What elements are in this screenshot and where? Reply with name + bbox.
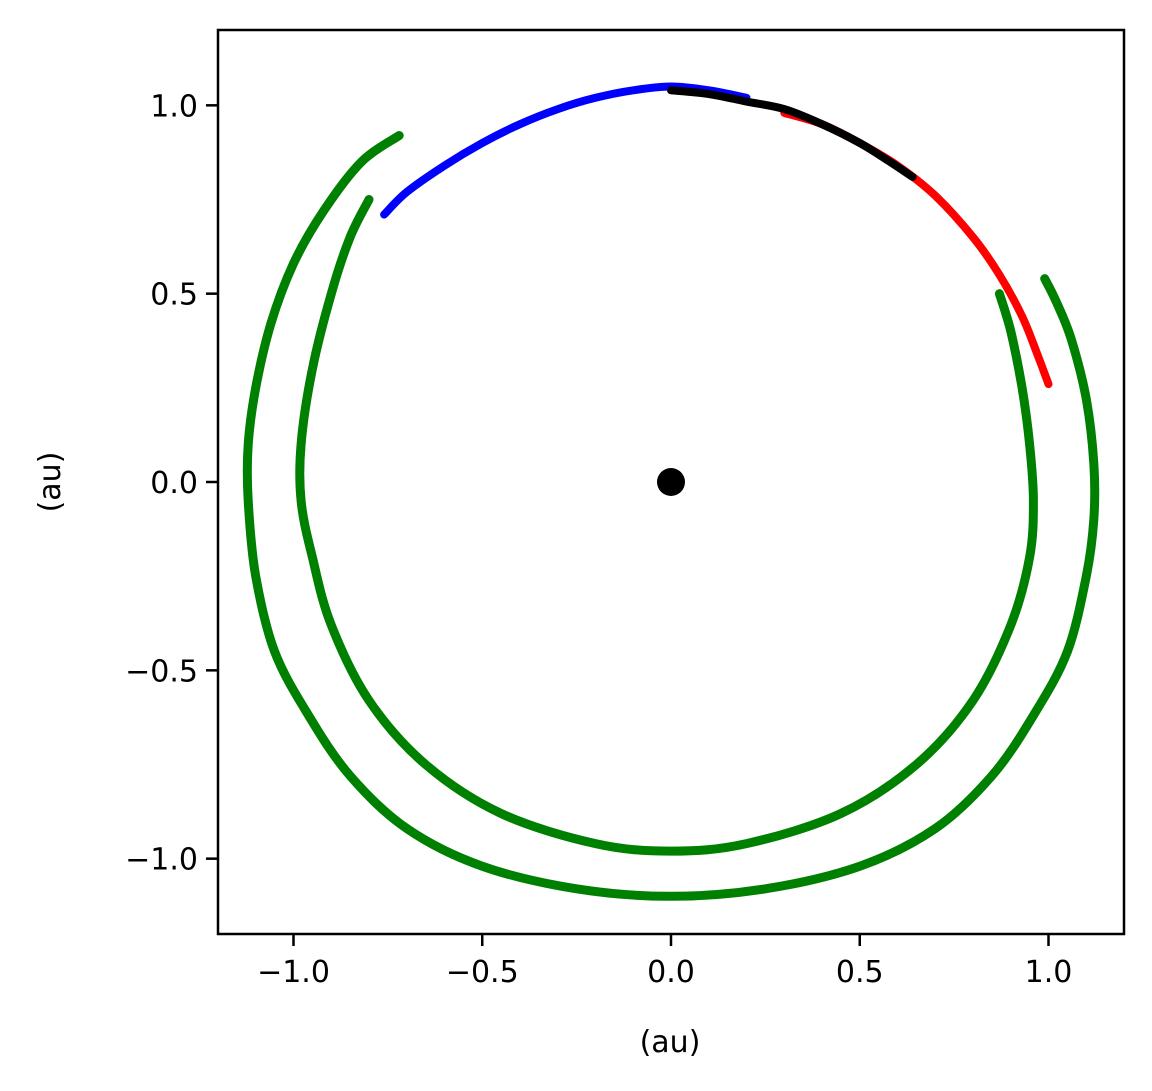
x-tick-label: −1.0: [257, 955, 330, 990]
series-line-3: [380, 82, 751, 219]
marker-layer: [657, 468, 685, 496]
tick-layer: −1.0 −0.5 0.0 0.5 1.0 −1.0 −0.5 0.0 0.5 1.0: [125, 89, 1072, 990]
y-tick-label: 1.0: [150, 89, 198, 124]
x-axis-label: (au): [640, 1025, 701, 1060]
x-tick-label: 1.0: [1025, 955, 1073, 990]
series-layer: [242, 82, 1100, 901]
y-tick-label: −1.0: [125, 843, 198, 878]
series-line-1: [242, 131, 1100, 901]
x-tick-label: 0.0: [647, 955, 695, 990]
y-axis-label: (au): [33, 452, 68, 513]
y-tick-label: 0.5: [150, 278, 198, 313]
series-line-2: [295, 195, 1038, 856]
x-tick-label: −0.5: [446, 955, 519, 990]
x-tick-label: 0.5: [836, 955, 884, 990]
series-line-5: [667, 86, 917, 181]
plot-frame: [216, 28, 1126, 936]
y-tick-label: −0.5: [125, 654, 198, 689]
central-body-marker: [657, 468, 685, 496]
y-tick-label: 0.0: [150, 466, 198, 501]
